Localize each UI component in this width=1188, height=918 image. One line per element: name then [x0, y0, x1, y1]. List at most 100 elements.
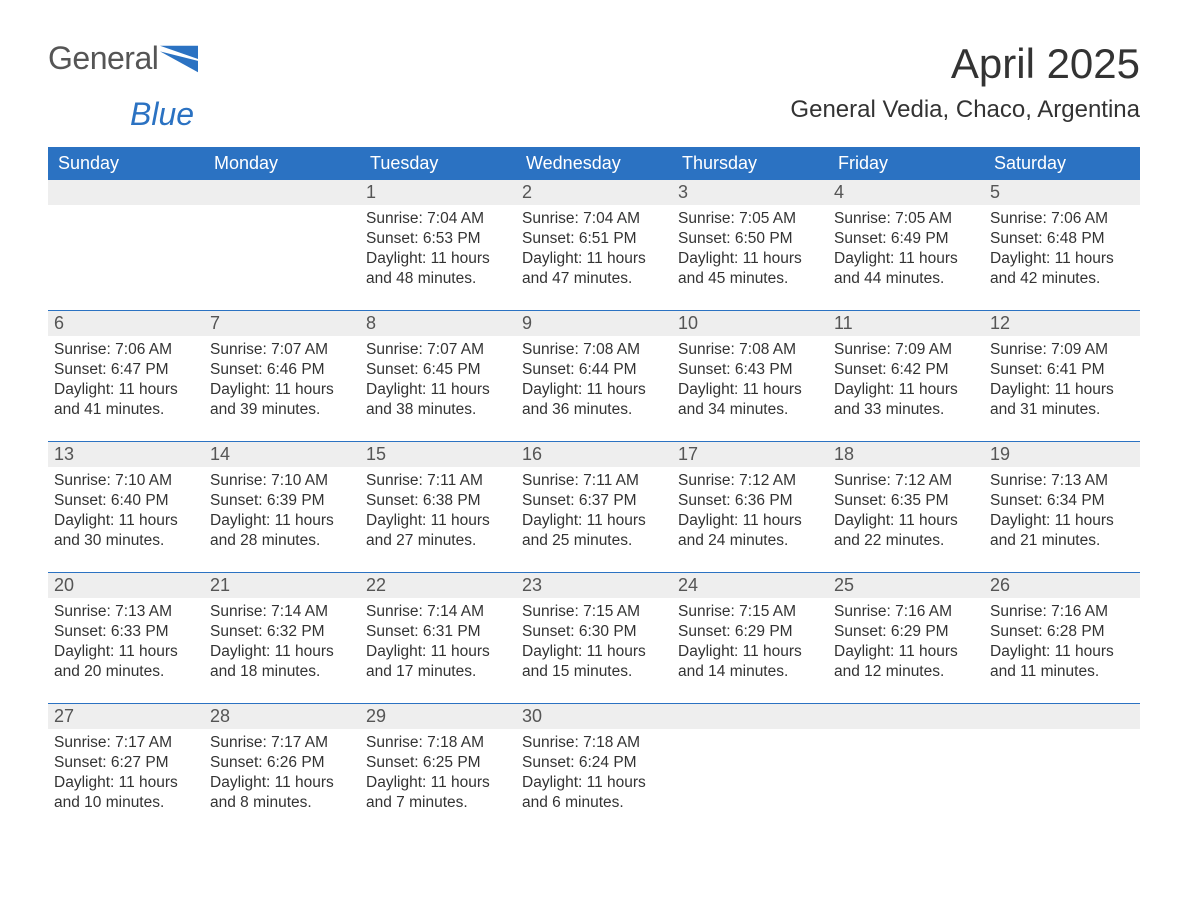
day-dl1: Daylight: 11 hours	[990, 380, 1134, 400]
dow-header-cell: Tuesday	[360, 147, 516, 180]
dow-header-cell: Thursday	[672, 147, 828, 180]
day-dl1: Daylight: 11 hours	[678, 249, 822, 269]
day-sunrise: Sunrise: 7:18 AM	[522, 733, 666, 753]
day-dl2: and 20 minutes.	[54, 662, 198, 682]
day-sunset: Sunset: 6:26 PM	[210, 753, 354, 773]
day-sunrise: Sunrise: 7:14 AM	[366, 602, 510, 622]
day-sunset: Sunset: 6:40 PM	[54, 491, 198, 511]
day-cell: 18Sunrise: 7:12 AMSunset: 6:35 PMDayligh…	[828, 442, 984, 560]
day-cell: 25Sunrise: 7:16 AMSunset: 6:29 PMDayligh…	[828, 573, 984, 691]
day-number: 16	[516, 442, 672, 467]
day-dl2: and 39 minutes.	[210, 400, 354, 420]
day-number: 11	[828, 311, 984, 336]
day-dl2: and 47 minutes.	[522, 269, 666, 289]
day-cell: 19Sunrise: 7:13 AMSunset: 6:34 PMDayligh…	[984, 442, 1140, 560]
logo-text-2: Blue	[130, 96, 1140, 133]
day-sunset: Sunset: 6:49 PM	[834, 229, 978, 249]
day-body: Sunrise: 7:11 AMSunset: 6:37 PMDaylight:…	[516, 467, 672, 560]
day-number	[204, 180, 360, 205]
day-sunset: Sunset: 6:48 PM	[990, 229, 1134, 249]
day-sunset: Sunset: 6:29 PM	[834, 622, 978, 642]
day-sunset: Sunset: 6:38 PM	[366, 491, 510, 511]
day-dl2: and 6 minutes.	[522, 793, 666, 813]
day-sunrise: Sunrise: 7:05 AM	[678, 209, 822, 229]
day-body: Sunrise: 7:18 AMSunset: 6:25 PMDaylight:…	[360, 729, 516, 822]
day-sunset: Sunset: 6:50 PM	[678, 229, 822, 249]
day-sunrise: Sunrise: 7:12 AM	[678, 471, 822, 491]
day-sunset: Sunset: 6:27 PM	[54, 753, 198, 773]
day-cell: 21Sunrise: 7:14 AMSunset: 6:32 PMDayligh…	[204, 573, 360, 691]
day-dl2: and 38 minutes.	[366, 400, 510, 420]
day-dl1: Daylight: 11 hours	[834, 642, 978, 662]
day-cell: 13Sunrise: 7:10 AMSunset: 6:40 PMDayligh…	[48, 442, 204, 560]
day-cell: 22Sunrise: 7:14 AMSunset: 6:31 PMDayligh…	[360, 573, 516, 691]
day-number: 5	[984, 180, 1140, 205]
day-number: 6	[48, 311, 204, 336]
day-dl1: Daylight: 11 hours	[990, 642, 1134, 662]
day-sunset: Sunset: 6:33 PM	[54, 622, 198, 642]
day-body: Sunrise: 7:07 AMSunset: 6:46 PMDaylight:…	[204, 336, 360, 429]
day-sunset: Sunset: 6:51 PM	[522, 229, 666, 249]
day-sunset: Sunset: 6:41 PM	[990, 360, 1134, 380]
day-number: 14	[204, 442, 360, 467]
day-cell: 28Sunrise: 7:17 AMSunset: 6:26 PMDayligh…	[204, 704, 360, 822]
day-sunset: Sunset: 6:30 PM	[522, 622, 666, 642]
day-number: 22	[360, 573, 516, 598]
day-body: Sunrise: 7:04 AMSunset: 6:53 PMDaylight:…	[360, 205, 516, 298]
day-number	[672, 704, 828, 729]
day-body: Sunrise: 7:15 AMSunset: 6:29 PMDaylight:…	[672, 598, 828, 691]
day-body: Sunrise: 7:08 AMSunset: 6:44 PMDaylight:…	[516, 336, 672, 429]
day-dl2: and 22 minutes.	[834, 531, 978, 551]
day-sunrise: Sunrise: 7:11 AM	[366, 471, 510, 491]
day-cell	[828, 704, 984, 822]
day-cell: 3Sunrise: 7:05 AMSunset: 6:50 PMDaylight…	[672, 180, 828, 298]
day-sunset: Sunset: 6:25 PM	[366, 753, 510, 773]
day-cell: 2Sunrise: 7:04 AMSunset: 6:51 PMDaylight…	[516, 180, 672, 298]
day-cell: 17Sunrise: 7:12 AMSunset: 6:36 PMDayligh…	[672, 442, 828, 560]
day-cell: 14Sunrise: 7:10 AMSunset: 6:39 PMDayligh…	[204, 442, 360, 560]
day-sunset: Sunset: 6:43 PM	[678, 360, 822, 380]
day-number: 29	[360, 704, 516, 729]
day-cell: 1Sunrise: 7:04 AMSunset: 6:53 PMDaylight…	[360, 180, 516, 298]
day-number: 12	[984, 311, 1140, 336]
dow-header-cell: Monday	[204, 147, 360, 180]
day-body: Sunrise: 7:05 AMSunset: 6:49 PMDaylight:…	[828, 205, 984, 298]
day-number	[828, 704, 984, 729]
week-row: 1Sunrise: 7:04 AMSunset: 6:53 PMDaylight…	[48, 180, 1140, 298]
day-cell: 15Sunrise: 7:11 AMSunset: 6:38 PMDayligh…	[360, 442, 516, 560]
day-cell	[672, 704, 828, 822]
day-sunrise: Sunrise: 7:16 AM	[834, 602, 978, 622]
day-cell	[48, 180, 204, 298]
dow-header-cell: Sunday	[48, 147, 204, 180]
day-sunset: Sunset: 6:28 PM	[990, 622, 1134, 642]
logo: General	[48, 40, 198, 77]
week-row: 20Sunrise: 7:13 AMSunset: 6:33 PMDayligh…	[48, 572, 1140, 691]
day-body: Sunrise: 7:17 AMSunset: 6:27 PMDaylight:…	[48, 729, 204, 822]
day-sunrise: Sunrise: 7:07 AM	[210, 340, 354, 360]
day-sunset: Sunset: 6:39 PM	[210, 491, 354, 511]
day-number: 26	[984, 573, 1140, 598]
day-dl2: and 36 minutes.	[522, 400, 666, 420]
day-dl2: and 21 minutes.	[990, 531, 1134, 551]
day-sunset: Sunset: 6:44 PM	[522, 360, 666, 380]
day-number: 30	[516, 704, 672, 729]
day-dl1: Daylight: 11 hours	[366, 773, 510, 793]
logo-flag-icon	[160, 45, 198, 73]
day-dl2: and 42 minutes.	[990, 269, 1134, 289]
day-dl2: and 28 minutes.	[210, 531, 354, 551]
day-dl2: and 14 minutes.	[678, 662, 822, 682]
day-sunrise: Sunrise: 7:04 AM	[366, 209, 510, 229]
day-sunset: Sunset: 6:35 PM	[834, 491, 978, 511]
day-body: Sunrise: 7:05 AMSunset: 6:50 PMDaylight:…	[672, 205, 828, 298]
day-body: Sunrise: 7:09 AMSunset: 6:41 PMDaylight:…	[984, 336, 1140, 429]
day-body: Sunrise: 7:08 AMSunset: 6:43 PMDaylight:…	[672, 336, 828, 429]
day-number: 15	[360, 442, 516, 467]
day-dl1: Daylight: 11 hours	[366, 380, 510, 400]
day-dl2: and 24 minutes.	[678, 531, 822, 551]
day-sunrise: Sunrise: 7:17 AM	[210, 733, 354, 753]
day-dl1: Daylight: 11 hours	[834, 380, 978, 400]
day-dl2: and 27 minutes.	[366, 531, 510, 551]
day-cell: 24Sunrise: 7:15 AMSunset: 6:29 PMDayligh…	[672, 573, 828, 691]
day-number: 2	[516, 180, 672, 205]
day-body: Sunrise: 7:06 AMSunset: 6:48 PMDaylight:…	[984, 205, 1140, 298]
